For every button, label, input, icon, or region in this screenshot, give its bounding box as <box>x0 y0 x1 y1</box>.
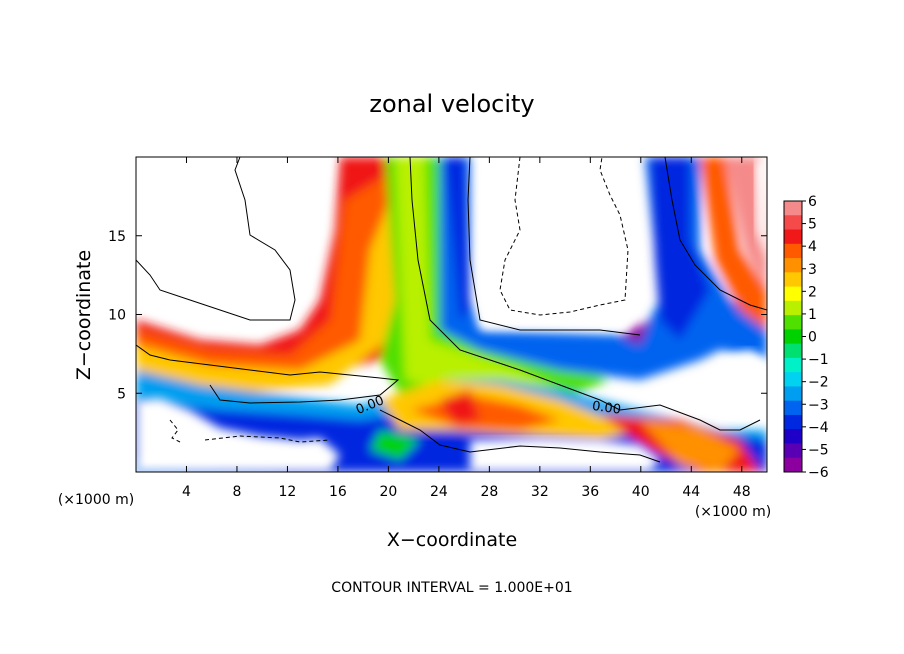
colorbar-swatch <box>784 315 802 330</box>
colorbar-swatch <box>784 243 802 259</box>
colorbar-swatch <box>784 286 802 302</box>
colorbar-tick-label: −1 <box>808 352 829 368</box>
y-axis-label: Z−coordinate <box>73 250 95 380</box>
colorbar-swatch <box>784 372 802 387</box>
x-tick-label: 32 <box>531 484 549 500</box>
colorbar-tick-label: 1 <box>808 307 817 323</box>
x-tick-label: 44 <box>682 484 700 500</box>
colorbar-tick-label: 2 <box>808 284 817 300</box>
x-tick-label: 8 <box>232 484 241 500</box>
x-unit-label-right: (×1000 m) <box>695 504 771 520</box>
x-tick-label: 24 <box>430 484 448 500</box>
contour-interval-footer: CONTOUR INTERVAL = 1.000E+01 <box>331 580 572 596</box>
x-tick-label: 4 <box>182 484 191 500</box>
chart-title: zonal velocity <box>369 90 534 118</box>
colorbar-tick-label: 4 <box>808 239 817 255</box>
x-tick-label: 36 <box>581 484 599 500</box>
colorbar-swatch <box>784 443 802 459</box>
colorbar-swatch <box>784 215 802 231</box>
colorbar-swatch <box>784 258 802 273</box>
colorbar-tick-label: −3 <box>808 397 829 413</box>
colorbar-tick-label: −6 <box>808 465 829 481</box>
contour-lines <box>136 157 767 463</box>
colorbar-tick-label: −5 <box>808 442 829 458</box>
colorbar-tick-label: 5 <box>808 217 817 233</box>
colorbar-swatch <box>784 400 802 416</box>
dashed-contours <box>169 157 629 443</box>
y-tick-label: 15 <box>108 229 126 245</box>
x-axis-label: X−coordinate <box>387 529 517 551</box>
contour-label-right: 0.00 <box>591 399 622 418</box>
y-tick-label: 10 <box>108 308 126 324</box>
x-tick-label: 20 <box>379 484 397 500</box>
colorbar-swatch <box>784 414 802 430</box>
colorbar-tick-label: 6 <box>808 194 817 210</box>
heatmap-field <box>136 157 767 472</box>
colorbar-swatch <box>784 229 802 245</box>
colorbar-swatch <box>784 272 802 288</box>
colorbar-swatch <box>784 343 802 359</box>
colorbar-swatch <box>784 429 802 444</box>
colorbar-swatch <box>784 386 802 402</box>
x-tick-label: 40 <box>632 484 650 500</box>
colorbar <box>783 200 803 473</box>
x-axis-ticks: 4 8 12 16 20 24 28 32 36 40 44 48 <box>182 157 751 500</box>
x-tick-label: 12 <box>279 484 297 500</box>
colorbar-tick-label: 0 <box>808 330 817 346</box>
colorbar-swatch <box>784 329 802 345</box>
y-axis-ticks: 5 10 15 <box>108 229 767 402</box>
colorbar-tick-label: 3 <box>808 262 817 278</box>
colorbar-swatch <box>784 300 802 316</box>
x-tick-label: 28 <box>480 484 498 500</box>
colorbar-tick-label: −4 <box>808 420 829 436</box>
x-tick-label: 16 <box>329 484 347 500</box>
y-tick-label: 5 <box>117 386 126 402</box>
colorbar-swatch <box>784 201 802 216</box>
colorbar-tick-labels: 6 5 4 3 2 1 0 −1 −2 −3 −4 −5 −6 <box>802 194 829 481</box>
colorbar-tick-label: −2 <box>808 375 829 391</box>
x-tick-label: 48 <box>733 484 751 500</box>
colorbar-swatch <box>784 457 802 473</box>
colorbar-swatch <box>784 357 802 373</box>
x-unit-label-left: (×1000 m) <box>58 492 134 508</box>
